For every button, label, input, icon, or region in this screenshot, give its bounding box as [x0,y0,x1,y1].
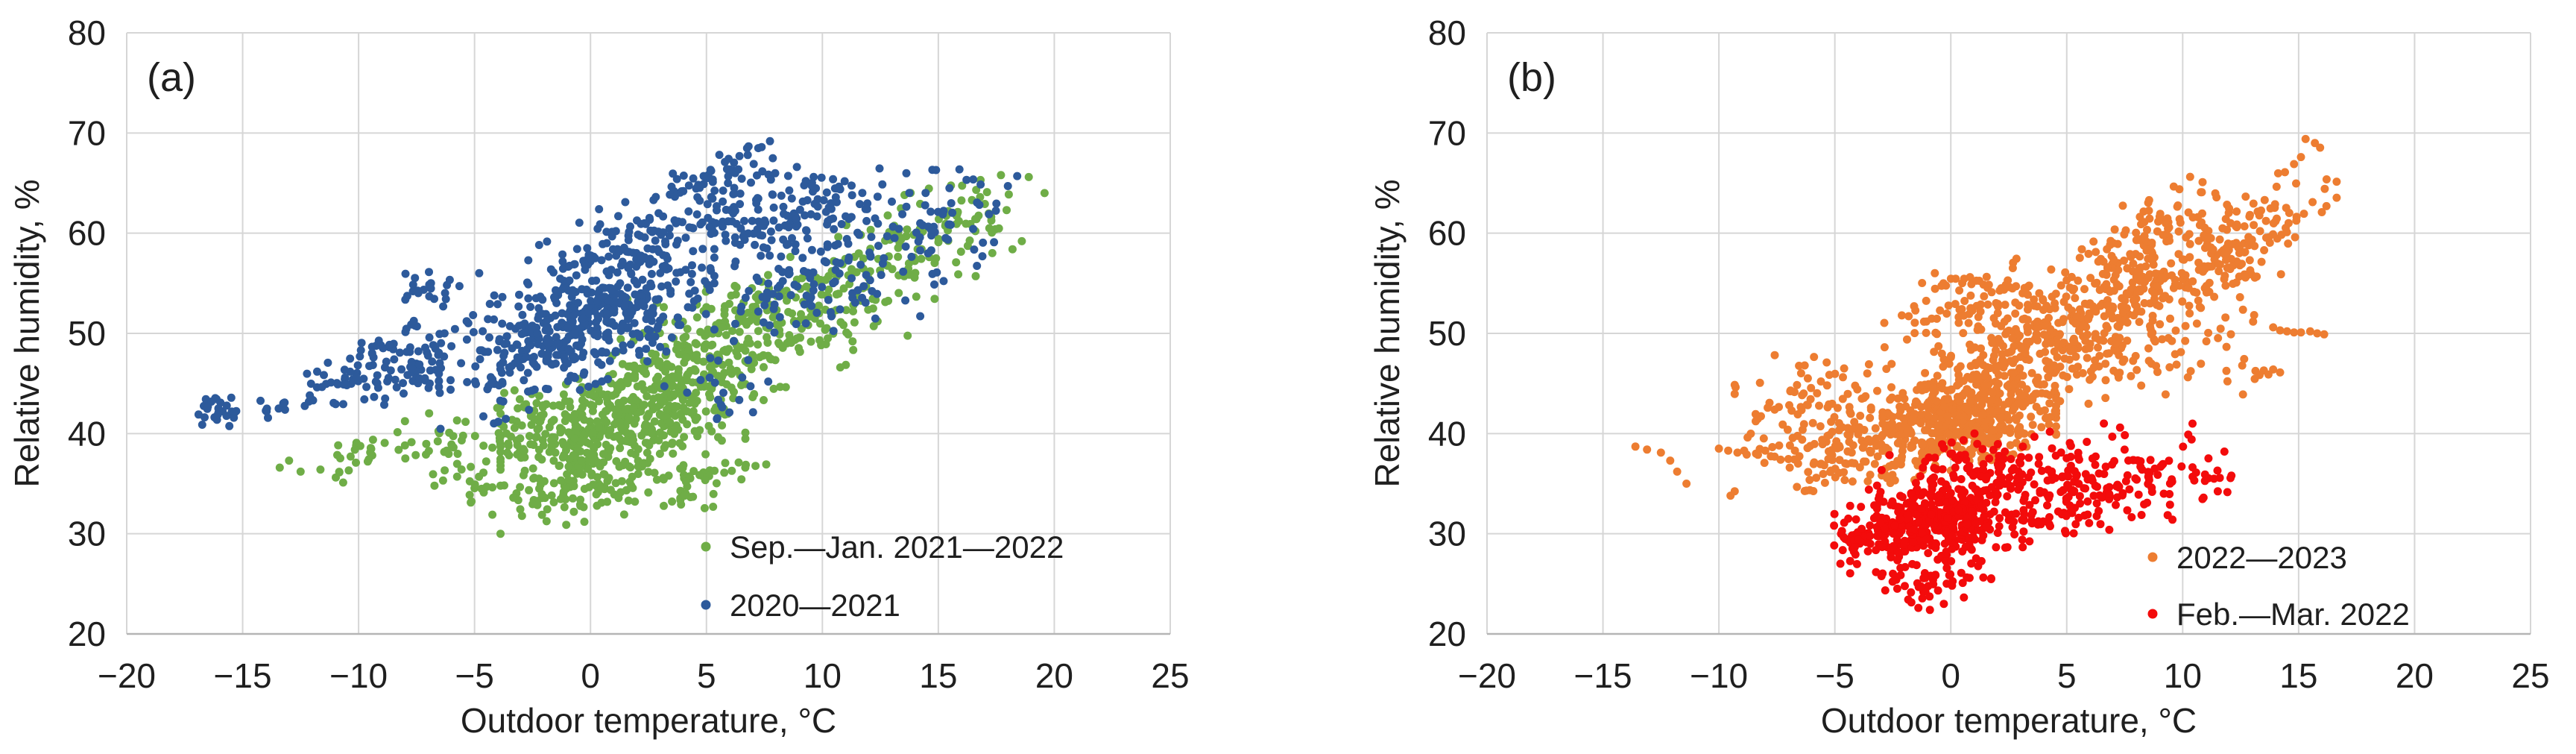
legend-item: 2022—2023 [2147,540,2347,575]
y-tick-label: 50 [68,314,106,353]
legend: 2022—2023 Feb.—Mar. 2022 [2147,540,2410,632]
legend-marker-dot [701,600,711,610]
y-tick-labels: 20 30 40 50 60 70 80 [68,13,106,653]
x-tick-label: 5 [2057,656,2077,695]
panel-label: (a) [147,55,196,100]
y-tick-label: 80 [1428,13,1466,52]
x-tick-label: 10 [804,656,842,695]
y-tick-label: 30 [1428,515,1466,553]
y-axis-title: Relative humidity, % [7,179,46,487]
x-tick-label: 15 [2279,656,2317,695]
x-tick-label: 0 [581,656,600,695]
x-tick-label: 5 [697,656,716,695]
scatter-series-1 [194,136,1022,433]
y-axis-title: Relative humidity, % [1368,179,1407,487]
legend-marker-dot [2147,552,2158,562]
x-tick-label: 20 [1035,656,1073,695]
x-tick-label: 25 [1151,656,1189,695]
legend-marker-dot [2147,609,2158,619]
x-tick-label: −10 [1690,656,1748,695]
x-tick-label: −5 [1815,656,1854,695]
y-tick-label: 80 [68,13,106,52]
x-tick-label: −10 [329,656,388,695]
panel-b: −20 −15 −10 −5 0 5 10 15 20 25 20 30 40 50 60 70 80 Outdo… [1288,0,2576,754]
scatter-series-0 [1631,134,2341,500]
x-tick-label: 25 [2511,656,2549,695]
x-tick-label: −20 [98,656,156,695]
legend-marker-dot [701,541,711,552]
legend: Sep.—Jan. 2021—2022 2020—2021 [701,530,1064,623]
legend-item: Feb.—Mar. 2022 [2147,597,2410,632]
scatter-series-1 [1830,419,2236,615]
x-tick-label: 0 [1941,656,1960,695]
legend-item: 2020—2021 [701,588,900,623]
y-tick-label: 70 [68,113,106,152]
chart-a: −20 −15 −10 −5 0 5 10 15 20 25 20 30 40 50 60 70 80 Outdo… [7,13,1190,740]
x-tick-label: 15 [919,656,957,695]
legend-label: Sep.—Jan. 2021—2022 [730,530,1064,565]
y-tick-label: 50 [1428,314,1466,353]
panel-label: (b) [1507,55,1556,100]
panel-a: −20 −15 −10 −5 0 5 10 15 20 25 20 30 40 50 60 70 80 Outdo… [7,13,1190,740]
y-tick-label: 60 [68,214,106,253]
y-tick-label: 30 [68,515,106,553]
x-tick-labels: −20 −15 −10 −5 0 5 10 15 20 25 [98,656,1190,695]
y-tick-labels: 20 30 40 50 60 70 80 [1428,13,1466,653]
x-tick-label: 20 [2396,656,2434,695]
x-axis-title: Outdoor temperature, °C [1821,701,2197,740]
x-tick-labels: −20 −15 −10 −5 0 5 10 15 20 25 [1458,656,2550,695]
x-axis-title: Outdoor temperature, °C [461,701,836,740]
x-tick-label: −15 [1574,656,1632,695]
y-tick-label: 70 [1428,113,1466,152]
legend-label: 2022—2023 [2176,540,2347,575]
y-tick-label: 40 [1428,414,1466,453]
x-tick-label: −15 [214,656,272,695]
y-tick-label: 20 [68,615,106,653]
chart-b: −20 −15 −10 −5 0 5 10 15 20 25 20 30 40 50 60 70 80 Outdo… [1368,13,2550,740]
x-tick-label: −20 [1458,656,1516,695]
legend-label: 2020—2021 [730,588,900,623]
legend-label: Feb.—Mar. 2022 [2176,597,2410,632]
y-tick-label: 60 [1428,214,1466,253]
x-tick-label: 10 [2164,656,2202,695]
y-tick-label: 20 [1428,615,1466,653]
x-tick-label: −5 [455,656,493,695]
y-tick-label: 40 [68,414,106,453]
legend-item: Sep.—Jan. 2021—2022 [701,530,1064,565]
